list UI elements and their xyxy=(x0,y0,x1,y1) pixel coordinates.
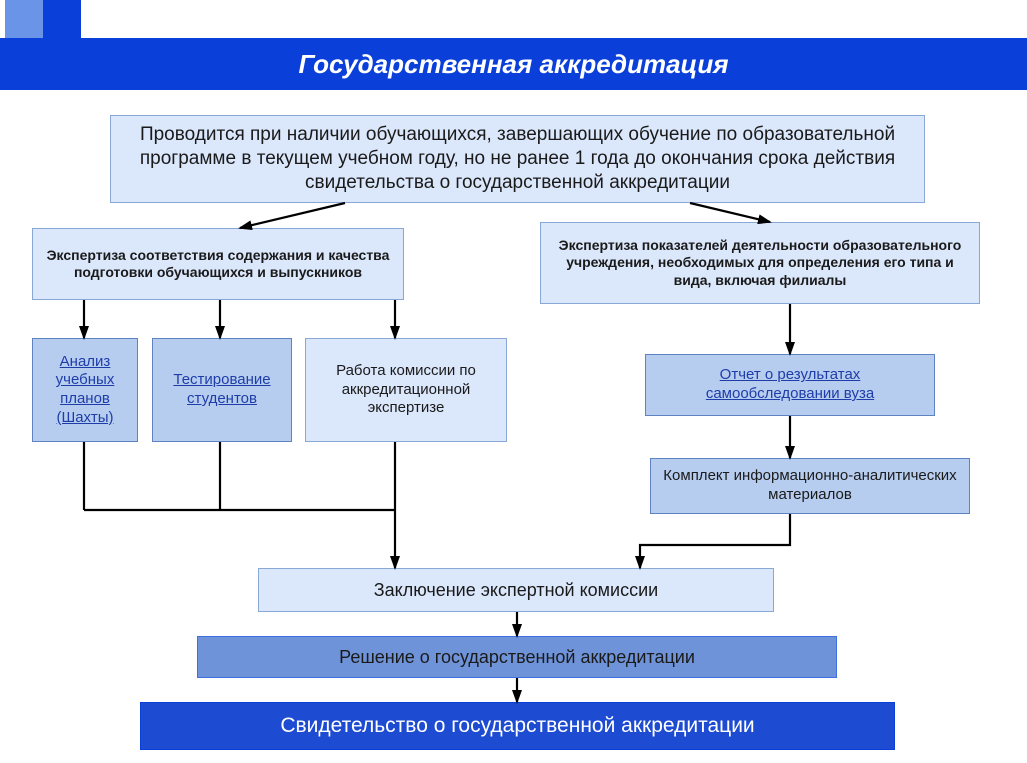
box-certificate: Свидетельство о государственной аккредит… xyxy=(140,702,895,750)
box-kit-text: Комплект информационно-аналитических мат… xyxy=(661,467,959,505)
box-intro-text: Проводится при наличии обучающихся, заве… xyxy=(121,123,914,194)
box-conclusion: Заключение экспертной комиссии xyxy=(258,568,774,612)
box-decision: Решение о государственной аккредитации xyxy=(197,636,837,678)
box-expert-left: Экспертиза соответствия содержания и кач… xyxy=(32,228,404,300)
box-decision-text: Решение о государственной аккредитации xyxy=(339,646,695,669)
box-report[interactable]: Отчет о результатах самообследовании вуз… xyxy=(645,354,935,416)
header-title: Государственная аккредитация xyxy=(298,49,728,80)
box-report-text: Отчет о результатах самообследовании вуз… xyxy=(656,366,924,404)
box-analysis[interactable]: Анализ учебных планов (Шахты) xyxy=(32,338,138,442)
box-commission-text: Работа комиссии по аккредитационной эксп… xyxy=(316,362,496,418)
box-certificate-text: Свидетельство о государственной аккредит… xyxy=(280,713,754,739)
decor-square-2 xyxy=(43,0,81,38)
box-expert-left-text: Экспертиза соответствия содержания и кач… xyxy=(43,247,393,282)
decor-square-1 xyxy=(5,0,43,38)
box-expert-right: Экспертиза показателей деятельности обра… xyxy=(540,222,980,304)
box-intro: Проводится при наличии обучающихся, заве… xyxy=(110,115,925,203)
box-analysis-text: Анализ учебных планов (Шахты) xyxy=(43,353,127,428)
header-title-bar: Государственная аккредитация xyxy=(0,38,1027,90)
box-commission: Работа комиссии по аккредитационной эксп… xyxy=(305,338,507,442)
box-testing[interactable]: Тестирование студентов xyxy=(152,338,292,442)
box-conclusion-text: Заключение экспертной комиссии xyxy=(374,579,658,602)
box-kit: Комплект информационно-аналитических мат… xyxy=(650,458,970,514)
box-expert-right-text: Экспертиза показателей деятельности обра… xyxy=(551,237,969,290)
box-testing-text: Тестирование студентов xyxy=(163,371,281,409)
